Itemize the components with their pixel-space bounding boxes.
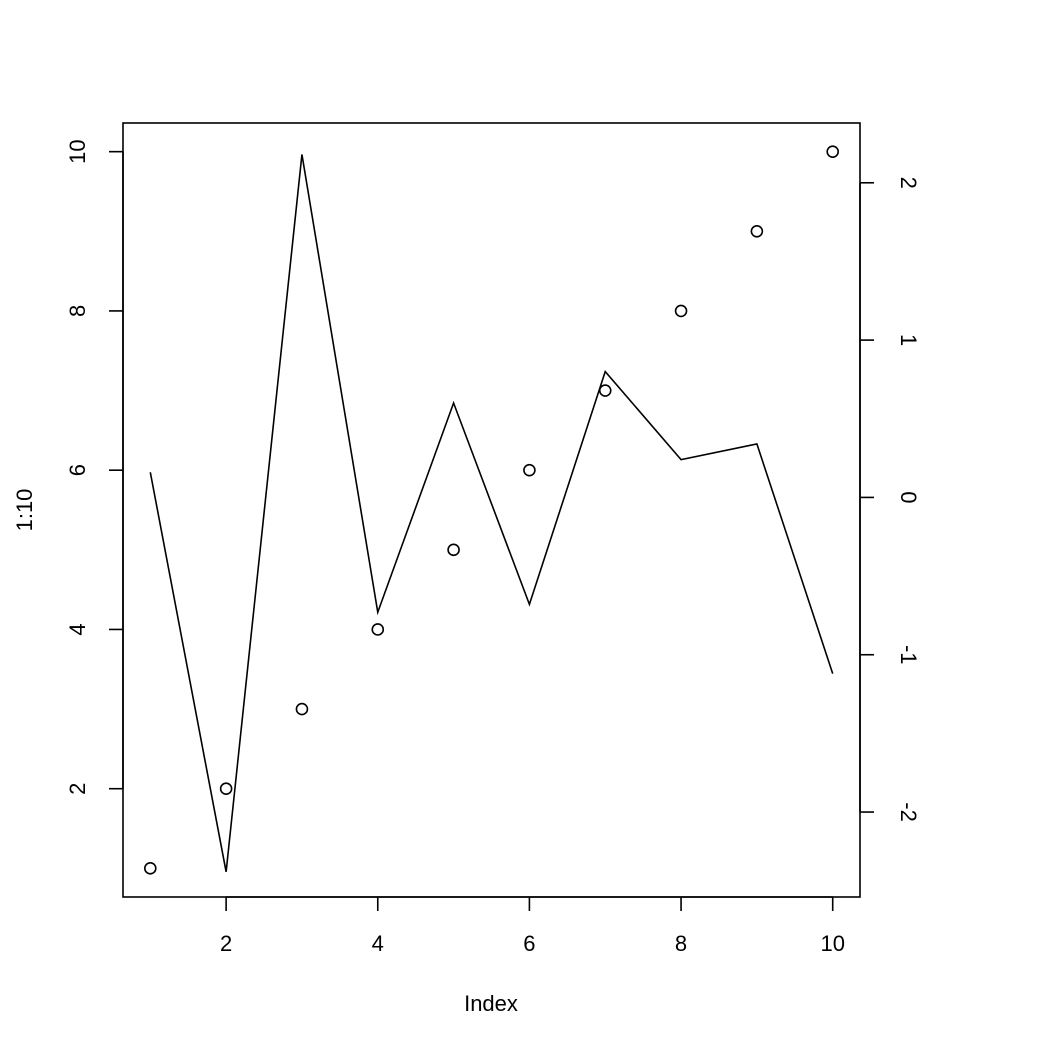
y-tick-label: 2 bbox=[65, 783, 90, 795]
data-point bbox=[371, 623, 385, 636]
y-tick-label: 10 bbox=[65, 139, 90, 163]
data-point bbox=[750, 224, 764, 238]
x-axis-label: Index bbox=[464, 991, 518, 1016]
data-point bbox=[674, 304, 688, 318]
y-axis-label: 1:10 bbox=[12, 489, 37, 532]
x-tick-label: 8 bbox=[675, 931, 687, 956]
data-point bbox=[143, 862, 157, 875]
x-tick-label: 2 bbox=[220, 931, 232, 956]
data-point bbox=[826, 145, 840, 158]
data-point bbox=[523, 463, 536, 477]
x-tick-label: 10 bbox=[820, 931, 844, 956]
series-line bbox=[149, 154, 834, 872]
y2-tick-label: 2 bbox=[896, 177, 921, 189]
y2-tick-label: -1 bbox=[896, 645, 921, 665]
y-tick-label: 6 bbox=[65, 464, 90, 476]
x-tick-label: 4 bbox=[372, 931, 384, 956]
data-point bbox=[295, 702, 309, 716]
data-point bbox=[447, 543, 460, 557]
series-layer bbox=[143, 145, 840, 875]
x-axis: 2 4 6 8 10 bbox=[220, 896, 845, 956]
y-tick-label: 4 bbox=[65, 623, 90, 635]
y-axis-right: -2 -1 0 1 2 bbox=[859, 177, 921, 822]
y2-tick-label: 1 bbox=[896, 334, 921, 346]
y2-tick-label: -2 bbox=[896, 802, 921, 822]
y-tick-label: 8 bbox=[65, 305, 90, 317]
x-tick-label: 6 bbox=[523, 931, 535, 956]
y2-tick-label: 0 bbox=[896, 491, 921, 503]
y-axis-left: 2 4 6 8 10 bbox=[65, 139, 124, 795]
data-point bbox=[219, 782, 233, 796]
